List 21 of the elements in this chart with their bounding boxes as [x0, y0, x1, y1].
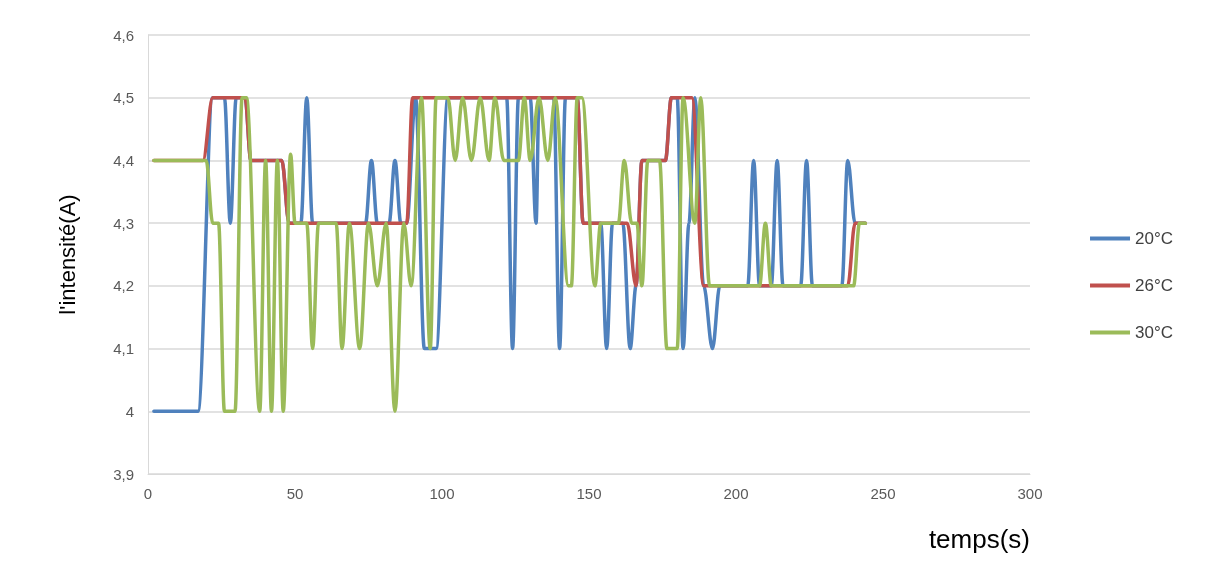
- x-tick-label: 0: [143, 485, 153, 502]
- y-axis-title: l'intensité(A): [54, 194, 80, 315]
- x-tick-label: 50: [286, 485, 304, 502]
- y-tick-label: 4,1: [113, 340, 134, 358]
- y-tick-label: 4,5: [113, 89, 134, 107]
- x-axis-title: temps(s): [928, 524, 1030, 554]
- legend-label: 30°C: [1135, 323, 1173, 342]
- x-tick-label: 150: [576, 485, 602, 502]
- y-tick-label: 4,6: [113, 26, 134, 44]
- y-tick-label: 4,4: [113, 151, 134, 169]
- y-tick-label: 3,9: [113, 465, 134, 483]
- y-tick-label: 4,3: [113, 214, 134, 232]
- y-tick-label: 4: [125, 402, 134, 420]
- x-tick-label: 200: [723, 485, 749, 502]
- x-tick-label: 100: [429, 485, 455, 502]
- y-tick-label: 4,2: [113, 277, 134, 295]
- legend-label: 26°C: [1135, 276, 1173, 295]
- x-tick-label: 300: [1017, 485, 1043, 502]
- x-tick-label: 250: [870, 485, 896, 502]
- line-series: [152, 95, 868, 414]
- legend-label: 20°C: [1135, 229, 1173, 248]
